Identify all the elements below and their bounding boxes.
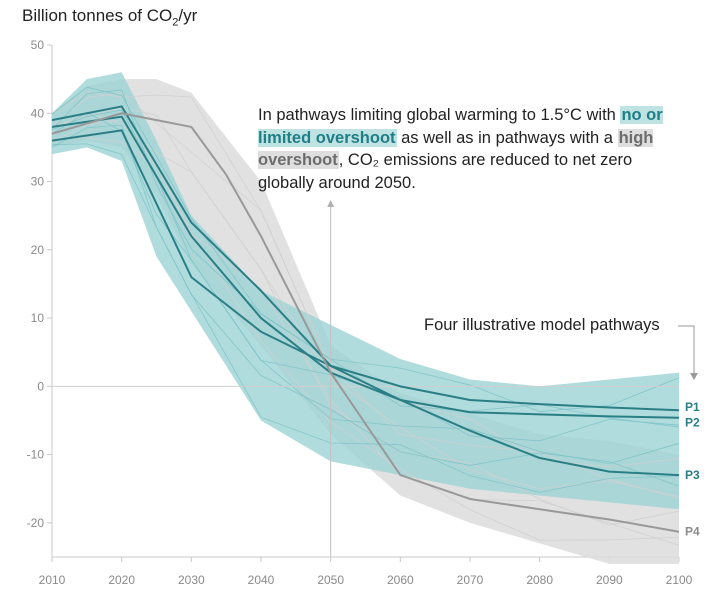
y-tick-label: 50 <box>31 38 45 52</box>
y-tick-label: -20 <box>27 516 45 530</box>
pathway-p2-line <box>51 115 680 419</box>
pathway-p1-line <box>51 129 680 412</box>
x-tick-label: 2060 <box>387 573 414 587</box>
y-axis-label-prefix: Billion tonnes of CO <box>22 6 173 25</box>
net-zero-2050-arrowhead <box>327 200 335 207</box>
y-tick-label: 40 <box>31 106 45 120</box>
x-tick-label: 2020 <box>108 573 135 587</box>
y-axis-label-suffix: /yr <box>178 6 198 25</box>
y-tick-label: 20 <box>31 243 45 257</box>
high-overshoot-scenario-line <box>51 107 680 498</box>
no-overshoot-scenario-line <box>51 111 680 465</box>
pathway-p2-label: P2 <box>685 416 700 430</box>
x-tick-label: 2010 <box>39 573 66 587</box>
annotation-text-1: In pathways limiting global warming to 1… <box>258 106 621 124</box>
no-overshoot-scenario-line <box>51 124 680 487</box>
y-tick-label: -10 <box>27 448 45 462</box>
x-tick-label: 2070 <box>457 573 484 587</box>
pathway-p3-label: P3 <box>685 468 700 482</box>
x-tick-label: 2030 <box>178 573 205 587</box>
y-tick-label: 30 <box>31 175 45 189</box>
y-axis-label-subscript: 2 <box>172 16 179 29</box>
legend-note: Four illustrative model pathways <box>424 316 660 334</box>
legend-bracket-arrowhead <box>690 373 698 380</box>
y-tick-label: 10 <box>31 311 45 325</box>
no-overshoot-scenario-line <box>51 109 680 442</box>
annotation-text-3: , CO₂ emissions are reduced to net zero … <box>258 151 633 192</box>
x-tick-label: 2090 <box>596 573 623 587</box>
legend-bracket-line <box>678 325 695 375</box>
x-tick-label: 2080 <box>526 573 553 587</box>
x-tick-label: 2050 <box>317 573 344 587</box>
x-tick-label: 2100 <box>666 573 693 587</box>
y-axis-label: Billion tonnes of CO2/yr <box>22 6 197 28</box>
chart-annotation: In pathways limiting global warming to 1… <box>258 104 678 194</box>
no-overshoot-scenario-line <box>51 86 680 412</box>
no-overshoot-scenario-line <box>51 143 680 493</box>
high-overshoot-scenario-line <box>51 137 680 541</box>
pathway-p1-label: P1 <box>685 400 700 414</box>
y-tick-label: 0 <box>37 379 44 393</box>
no-overshoot-range-band <box>52 72 679 510</box>
pathway-p4-label: P4 <box>685 525 700 539</box>
high-overshoot-scenario-line <box>51 111 680 526</box>
annotation-text-2: as well as in pathways with a <box>396 128 618 147</box>
pathway-p3-line <box>51 105 680 477</box>
pathway-p4-line <box>51 112 680 533</box>
x-tick-label: 2040 <box>248 573 275 587</box>
